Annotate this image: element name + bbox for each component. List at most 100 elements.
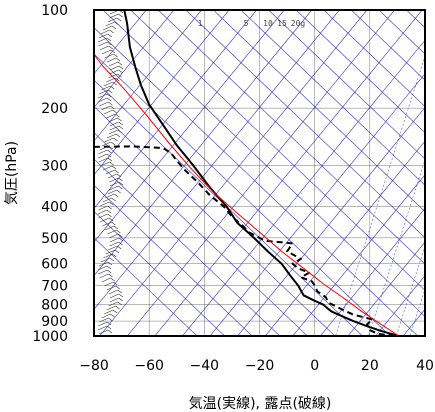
dry-adiabat-line <box>94 237 198 336</box>
wind-barb <box>103 253 113 259</box>
wind-barb <box>106 133 117 139</box>
wind-barb-flag <box>118 297 124 302</box>
wind-barb <box>104 53 114 59</box>
wind-barb-flag <box>107 157 113 162</box>
isotherm-line <box>425 10 435 343</box>
wind-barb <box>102 221 112 227</box>
wind-barb-flag <box>117 61 123 66</box>
wind-barb-flag <box>106 93 112 98</box>
wind-barb <box>109 69 119 75</box>
wind-barb-flag <box>118 125 124 130</box>
isotherm-line <box>375 275 425 336</box>
wind-barb <box>97 325 108 331</box>
wind-barb-flag <box>106 37 112 42</box>
dry-adiabat-line <box>94 132 308 336</box>
wind-barb-flag <box>117 73 122 78</box>
x-tick-label: −80 <box>79 358 109 374</box>
wind-barb <box>99 217 110 223</box>
isotherm-line <box>237 106 425 336</box>
wind-barb-flag <box>116 173 122 178</box>
dry-adiabat-line <box>351 10 425 81</box>
y-tick-label: 800 <box>41 297 68 313</box>
wind-barb <box>109 13 119 19</box>
dry-adiabat-line <box>94 158 281 336</box>
wind-barb-flag <box>106 265 112 270</box>
wind-barb <box>101 85 111 91</box>
dry-adiabat-line <box>94 106 336 336</box>
wind-barb <box>100 257 111 263</box>
y-tick-label: 900 <box>41 314 68 330</box>
wind-barb-flag <box>114 249 120 254</box>
wind-barb-flag <box>111 25 117 30</box>
wind-barb-flag <box>108 217 114 222</box>
wind-barb <box>105 21 115 27</box>
dry-adiabat-line <box>94 184 253 336</box>
wind-barb-flag <box>110 85 115 90</box>
x-tick-label: 0 <box>310 358 319 374</box>
wind-barb <box>109 293 119 299</box>
wind-barb <box>109 241 119 247</box>
wind-barb <box>106 77 116 83</box>
wind-barb-flag <box>109 161 114 166</box>
wind-barb <box>100 29 110 35</box>
wind-barb-flag <box>113 225 119 230</box>
x-tick-labels: −80 −60 −40 −20 0 20 40 <box>79 358 434 374</box>
wind-barb-flag <box>118 181 124 186</box>
wind-barb <box>104 281 114 287</box>
wind-barb <box>99 89 109 95</box>
wind-barb-flag <box>111 221 116 226</box>
wind-barb <box>104 225 115 231</box>
y-axis-label: 気圧(hPa) <box>4 141 20 205</box>
wind-barb <box>106 113 116 119</box>
wind-barb-flag <box>116 189 121 194</box>
dry-adiabat-line <box>130 10 425 291</box>
wind-barb <box>99 273 109 279</box>
x-tick-label: −60 <box>134 358 164 374</box>
series-layer <box>94 10 400 336</box>
wind-barb <box>108 73 118 79</box>
wind-barb <box>98 205 108 211</box>
wind-barb <box>108 61 119 67</box>
wind-barb <box>107 189 117 195</box>
dry-adiabat-line <box>268 10 425 160</box>
wind-barb <box>98 261 109 267</box>
wind-barb-flag <box>113 281 118 286</box>
wind-barb <box>97 265 108 271</box>
wind-barb <box>99 317 109 323</box>
isotherm-line <box>154 10 423 336</box>
dry-adiabat-line <box>213 10 425 212</box>
wind-barb <box>109 65 120 71</box>
parcel-line <box>94 53 400 336</box>
wind-barb <box>108 245 118 251</box>
dry-adiabat-line <box>94 211 226 336</box>
wind-barb-flag <box>107 33 113 38</box>
wind-barb-flag <box>116 17 122 22</box>
isotherm-line <box>182 39 425 336</box>
wind-barb <box>101 141 112 147</box>
wind-barb <box>106 285 116 291</box>
x-tick-label: −40 <box>190 358 220 374</box>
wind-barb <box>100 201 110 207</box>
dry-adiabat-line <box>295 10 425 134</box>
wind-barb-flag <box>117 245 122 250</box>
wind-barb <box>108 301 118 307</box>
wind-barb <box>109 237 120 243</box>
wind-barb <box>98 157 108 163</box>
wind-barb <box>107 17 118 23</box>
temperature-line <box>123 10 400 336</box>
isotherm-line <box>264 140 425 336</box>
wind-barb-flag <box>118 241 123 246</box>
wind-barb-flag <box>109 257 115 262</box>
wind-barb-flag <box>109 29 114 34</box>
wind-barb-flag <box>107 321 112 326</box>
wind-barb <box>109 233 119 239</box>
wind-barb-flag <box>115 285 120 290</box>
mixing-ratio-label: 5 <box>244 19 249 28</box>
wind-barb <box>109 177 119 183</box>
mixing-ratio-label: 20g <box>291 19 306 28</box>
mixing-ratio-labels: 1 5 10 15 20g <box>198 19 306 28</box>
isotherm-line <box>209 73 425 336</box>
isotherm-line <box>94 10 257 209</box>
wind-barb-flag <box>110 313 115 318</box>
isotherm-line <box>94 10 202 142</box>
